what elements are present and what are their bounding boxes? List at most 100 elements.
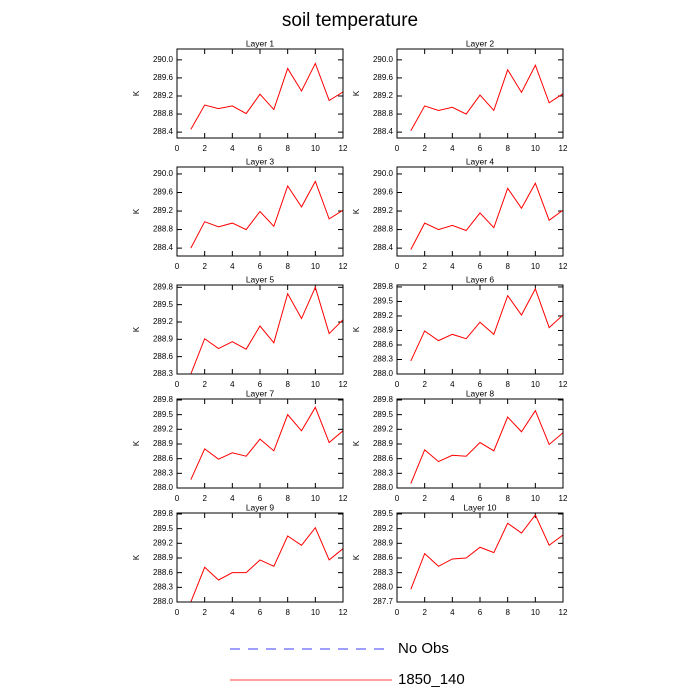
- x-tick-label: 12: [559, 262, 568, 271]
- y-tick-label: 288.9: [153, 439, 174, 448]
- x-tick-label: 8: [285, 608, 290, 617]
- y-tick-label: 290.0: [153, 169, 174, 178]
- y-axis-label: K: [132, 90, 141, 96]
- panel-title: Layer 4: [466, 156, 495, 166]
- x-tick-label: 0: [175, 494, 180, 503]
- x-tick-label: 12: [559, 144, 568, 153]
- x-tick-label: 10: [531, 608, 540, 617]
- x-tick-label: 2: [202, 144, 207, 153]
- x-tick-label: 2: [202, 494, 207, 503]
- x-tick-label: 12: [339, 262, 348, 271]
- data-line: [410, 409, 563, 484]
- x-tick-label: 12: [559, 494, 568, 503]
- x-tick-label: 10: [311, 262, 320, 271]
- x-tick-label: 10: [311, 608, 320, 617]
- x-tick-label: 8: [505, 380, 510, 389]
- x-tick-label: 0: [175, 144, 180, 153]
- x-tick-label: 4: [450, 144, 455, 153]
- y-tick-label: 288.3: [373, 355, 394, 364]
- panel-title: Layer 7: [246, 388, 275, 398]
- plot-frame: [176, 284, 344, 375]
- x-tick-label: 4: [450, 608, 455, 617]
- plot-frame: [176, 512, 344, 603]
- plot-frame: [176, 48, 344, 139]
- panel-title: Layer 8: [466, 388, 495, 398]
- x-tick-label: 0: [395, 262, 400, 271]
- panel-title: Layer 2: [466, 38, 495, 48]
- y-tick-label: 289.6: [373, 73, 394, 82]
- y-tick-label: 289.5: [153, 410, 174, 419]
- x-tick-label: 2: [422, 494, 427, 503]
- panel: Layer 10 K 0 2 4 6 8 10 12 287.7 288.0 288.3 288.6 28…: [352, 502, 568, 617]
- y-tick-label: 290.0: [373, 55, 394, 64]
- x-tick-label: 4: [230, 380, 235, 389]
- y-tick-label: 288.9: [373, 538, 394, 547]
- y-tick-label: 289.6: [373, 188, 394, 197]
- data-line: [190, 62, 343, 130]
- plot-frame: [396, 398, 564, 489]
- panel: Layer 3 K 0 2 4 6 8 10 12 288.4 288.8 289.2 289.6 290…: [132, 156, 348, 271]
- x-tick-label: 12: [339, 144, 348, 153]
- y-tick-label: 289.2: [373, 311, 394, 320]
- panel: Layer 1 K 0 2 4 6 8 10 12 288.4 288.8 289.2 289.6 290…: [132, 38, 348, 153]
- x-tick-label: 6: [478, 380, 483, 389]
- plot-area: [190, 62, 343, 130]
- y-tick-label: 289.5: [373, 297, 394, 306]
- y-tick-label: 288.6: [373, 340, 394, 349]
- x-tick-label: 8: [505, 262, 510, 271]
- y-tick-label: 288.8: [153, 109, 174, 118]
- legend-label: 1850_140: [398, 671, 465, 688]
- y-tick-label: 288.3: [373, 468, 394, 477]
- y-tick-label: 288.9: [153, 553, 174, 562]
- y-tick-label: 288.0: [373, 483, 394, 492]
- y-tick-label: 288.0: [153, 597, 174, 606]
- y-tick-label: 288.9: [373, 326, 394, 335]
- x-tick-label: 10: [531, 494, 540, 503]
- panel-title: Layer 9: [246, 502, 275, 512]
- y-tick-label: 289.2: [153, 424, 174, 433]
- y-tick-label: 289.8: [373, 395, 394, 404]
- y-tick-label: 289.6: [153, 73, 174, 82]
- plot-frame: [396, 512, 564, 603]
- y-tick-label: 288.8: [153, 225, 174, 234]
- plot-frame: [396, 284, 564, 375]
- panel-title: Layer 1: [246, 38, 275, 48]
- x-tick-label: 4: [230, 262, 235, 271]
- x-tick-label: 10: [531, 144, 540, 153]
- plot-area: [190, 285, 343, 374]
- plot-frame: [176, 166, 344, 257]
- x-tick-label: 4: [450, 494, 455, 503]
- y-tick-label: 289.8: [153, 282, 174, 291]
- plot-area: [190, 526, 343, 602]
- plot-frame: [396, 48, 564, 139]
- x-tick-label: 6: [258, 262, 263, 271]
- y-axis-label: K: [132, 440, 141, 446]
- x-tick-label: 4: [230, 608, 235, 617]
- y-tick-label: 290.0: [373, 169, 394, 178]
- x-tick-label: 10: [311, 380, 320, 389]
- x-tick-label: 12: [559, 380, 568, 389]
- y-tick-label: 289.2: [153, 91, 174, 100]
- y-tick-label: 288.4: [373, 243, 394, 252]
- legend-label: No Obs: [398, 640, 449, 657]
- y-axis-label: K: [132, 554, 141, 560]
- figure-title: soil temperature: [282, 10, 418, 31]
- x-tick-label: 6: [258, 380, 263, 389]
- y-tick-label: 289.8: [153, 509, 174, 518]
- y-tick-label: 289.8: [373, 282, 394, 291]
- y-tick-label: 289.2: [153, 206, 174, 215]
- x-tick-label: 8: [285, 144, 290, 153]
- y-tick-label: 289.2: [153, 317, 174, 326]
- x-tick-label: 0: [395, 608, 400, 617]
- y-tick-label: 288.6: [153, 568, 174, 577]
- plot-area: [410, 287, 563, 362]
- data-line: [410, 287, 563, 362]
- x-tick-label: 4: [450, 380, 455, 389]
- y-tick-label: 288.9: [373, 439, 394, 448]
- y-tick-label: 288.0: [153, 483, 174, 492]
- plot-area: [410, 64, 563, 132]
- data-line: [190, 406, 343, 480]
- x-tick-label: 10: [531, 380, 540, 389]
- data-line: [190, 526, 343, 602]
- y-tick-label: 288.3: [373, 568, 394, 577]
